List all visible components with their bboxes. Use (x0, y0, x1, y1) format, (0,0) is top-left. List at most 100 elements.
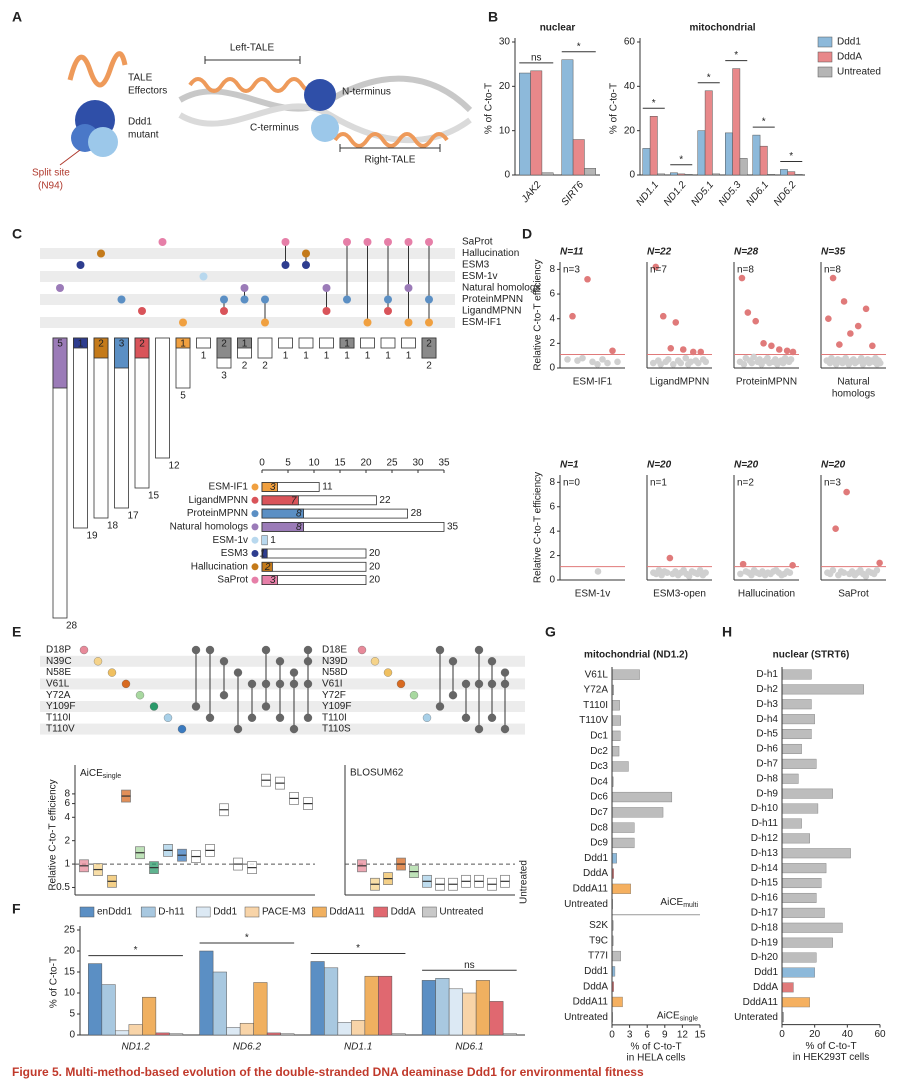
bar (611, 730, 621, 741)
mutation-dot (500, 679, 510, 689)
significance: ns (464, 960, 475, 971)
point (876, 559, 883, 567)
group-label-main: AiCE (657, 1010, 680, 1021)
bar (611, 791, 673, 803)
set-label: LigandMPNN (462, 306, 521, 317)
legend-swatch (79, 906, 95, 918)
hits-label: 2 (426, 339, 432, 350)
bar (781, 848, 851, 859)
bar (725, 132, 733, 176)
bar (561, 59, 574, 176)
row-label: Y109F (322, 701, 351, 712)
point (829, 274, 837, 282)
x-tick-label: 6 (644, 1030, 650, 1041)
set-size-label: SaProt (217, 575, 248, 586)
set-hits-bar (261, 575, 279, 585)
panel-label: B (488, 9, 498, 25)
bar (781, 714, 815, 725)
intersection-size: 1 (365, 351, 371, 362)
y-axis-label: % of C-to-T (484, 83, 495, 134)
y-axis-label: Relative C-to-T efficiency (533, 472, 544, 583)
significance: * (577, 41, 581, 52)
set-dot (251, 576, 259, 584)
intersection-size: 2 (262, 361, 268, 372)
panel-label: D (522, 226, 532, 242)
set-size: 20 (369, 548, 381, 559)
mutation-dot (289, 668, 299, 677)
set-hits-bar (261, 522, 304, 532)
member-dot (343, 295, 351, 304)
y-tick-label: D-h15 (751, 878, 779, 889)
point (775, 346, 783, 353)
bar (759, 145, 768, 176)
intersection-hits (134, 337, 150, 359)
intersection-size: 1 (385, 351, 391, 362)
significance: * (356, 943, 360, 954)
n-hits: n=3 (824, 478, 841, 489)
bar (611, 761, 629, 772)
x-tick-label: 20 (809, 1029, 821, 1040)
bar (781, 669, 812, 680)
set-hits-label: 7 (291, 495, 297, 506)
mutation-dot (357, 645, 367, 655)
row-label: T110I (46, 712, 71, 723)
y-tick-label: Ddd1 (754, 967, 778, 978)
subplot-title-sub: single (103, 773, 121, 780)
intersection-bar (319, 337, 334, 349)
mutation-dot (79, 645, 89, 655)
point (685, 573, 693, 580)
member-dot (97, 249, 105, 258)
member-dot (384, 238, 392, 246)
mutation-dot (261, 679, 271, 689)
caption: Figure 5. Multi-method-based evolution o… (12, 1065, 644, 1079)
mutation-dot (500, 724, 510, 734)
mutation-dot (275, 713, 285, 722)
mutation-dot (487, 679, 497, 689)
y-tick-label: 0 (549, 363, 555, 374)
row-band (40, 271, 455, 282)
mutation-dot (219, 691, 229, 700)
bar (475, 980, 490, 1036)
hits-label: 5 (57, 339, 63, 350)
point (682, 354, 690, 362)
y-tick-label: D-h16 (751, 893, 779, 904)
mutation-dot (219, 657, 229, 666)
x-axis-label: % of C-to-T (630, 1042, 681, 1053)
y-tick-label: Dc8 (590, 822, 608, 833)
intersection-size: 1 (201, 351, 207, 362)
intersection-hits (216, 337, 232, 359)
x-tick-label: ND5.3 (717, 179, 744, 208)
hits-label: 1 (180, 339, 186, 350)
mutation-dot (275, 679, 285, 689)
member-dot (322, 284, 331, 292)
row-label: V61I (322, 679, 343, 690)
point (847, 330, 854, 337)
y-tick-label: 10 (499, 125, 511, 136)
y-tick-label: D-h19 (751, 937, 779, 948)
y-tick-label: 6 (64, 798, 70, 809)
bar (794, 174, 803, 176)
x-tick-label: 0 (609, 1030, 615, 1041)
set-size-bar (261, 561, 367, 572)
x-axis-label: in HELA cells (627, 1053, 686, 1064)
intersection-hits (339, 337, 355, 349)
bar (351, 1020, 366, 1036)
y-tick-label: T110V (579, 715, 608, 726)
member-dot (261, 318, 269, 327)
annotation-target: ND1.1 (358, 948, 387, 959)
legend-swatch (817, 66, 833, 78)
x-tick-label: 12 (677, 1030, 689, 1041)
significance: * (734, 50, 738, 61)
mutation-dot (107, 668, 117, 677)
bar (739, 158, 748, 176)
y-tick-label: D-h17 (751, 907, 779, 918)
annotation-target: ND1.1 (654, 103, 683, 114)
y-tick-label: 4 (549, 313, 555, 324)
intersection-bar (360, 337, 375, 349)
intersection-hits (175, 337, 191, 349)
intersection-size: 12 (169, 461, 181, 472)
point (825, 315, 832, 322)
bar (649, 116, 658, 176)
point (854, 322, 862, 330)
